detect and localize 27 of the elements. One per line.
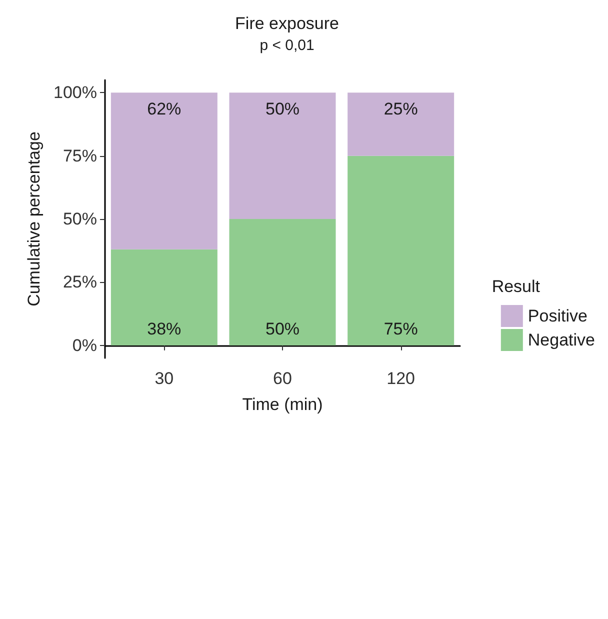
bar (110, 92, 218, 250)
data-label: 38% (147, 319, 182, 338)
data-label: 50% (265, 100, 300, 119)
y-tick-label: 75% (62, 146, 97, 166)
y-tick-label: 50% (62, 210, 97, 228)
x-tick-label: 30 (154, 369, 174, 388)
y-tick-label: 100% (54, 83, 97, 102)
data-label: 75% (384, 319, 418, 338)
data-label: 62% (147, 100, 182, 119)
bar (348, 92, 454, 156)
y-axis-title: Cumulative percentage (24, 132, 44, 306)
x-tick-label: 60 (273, 369, 292, 388)
data-label: 50% (265, 319, 300, 338)
data-label: 25% (384, 100, 418, 119)
bar (348, 156, 454, 346)
chart-title: Fire exposure (235, 14, 339, 33)
legend-label: Negative (528, 330, 596, 350)
legend-title: Result (492, 277, 540, 296)
chart-subtitle: p < 0,01 (260, 37, 314, 54)
legend-label: Positive (528, 306, 588, 326)
y-tick-label: 0% (72, 336, 97, 355)
x-tick-label: 120 (386, 369, 416, 388)
x-axis-title: Time (min) (242, 395, 323, 414)
bar (229, 92, 336, 219)
y-tick-label: 25% (62, 272, 97, 292)
bar (229, 219, 336, 346)
bar (110, 249, 218, 346)
